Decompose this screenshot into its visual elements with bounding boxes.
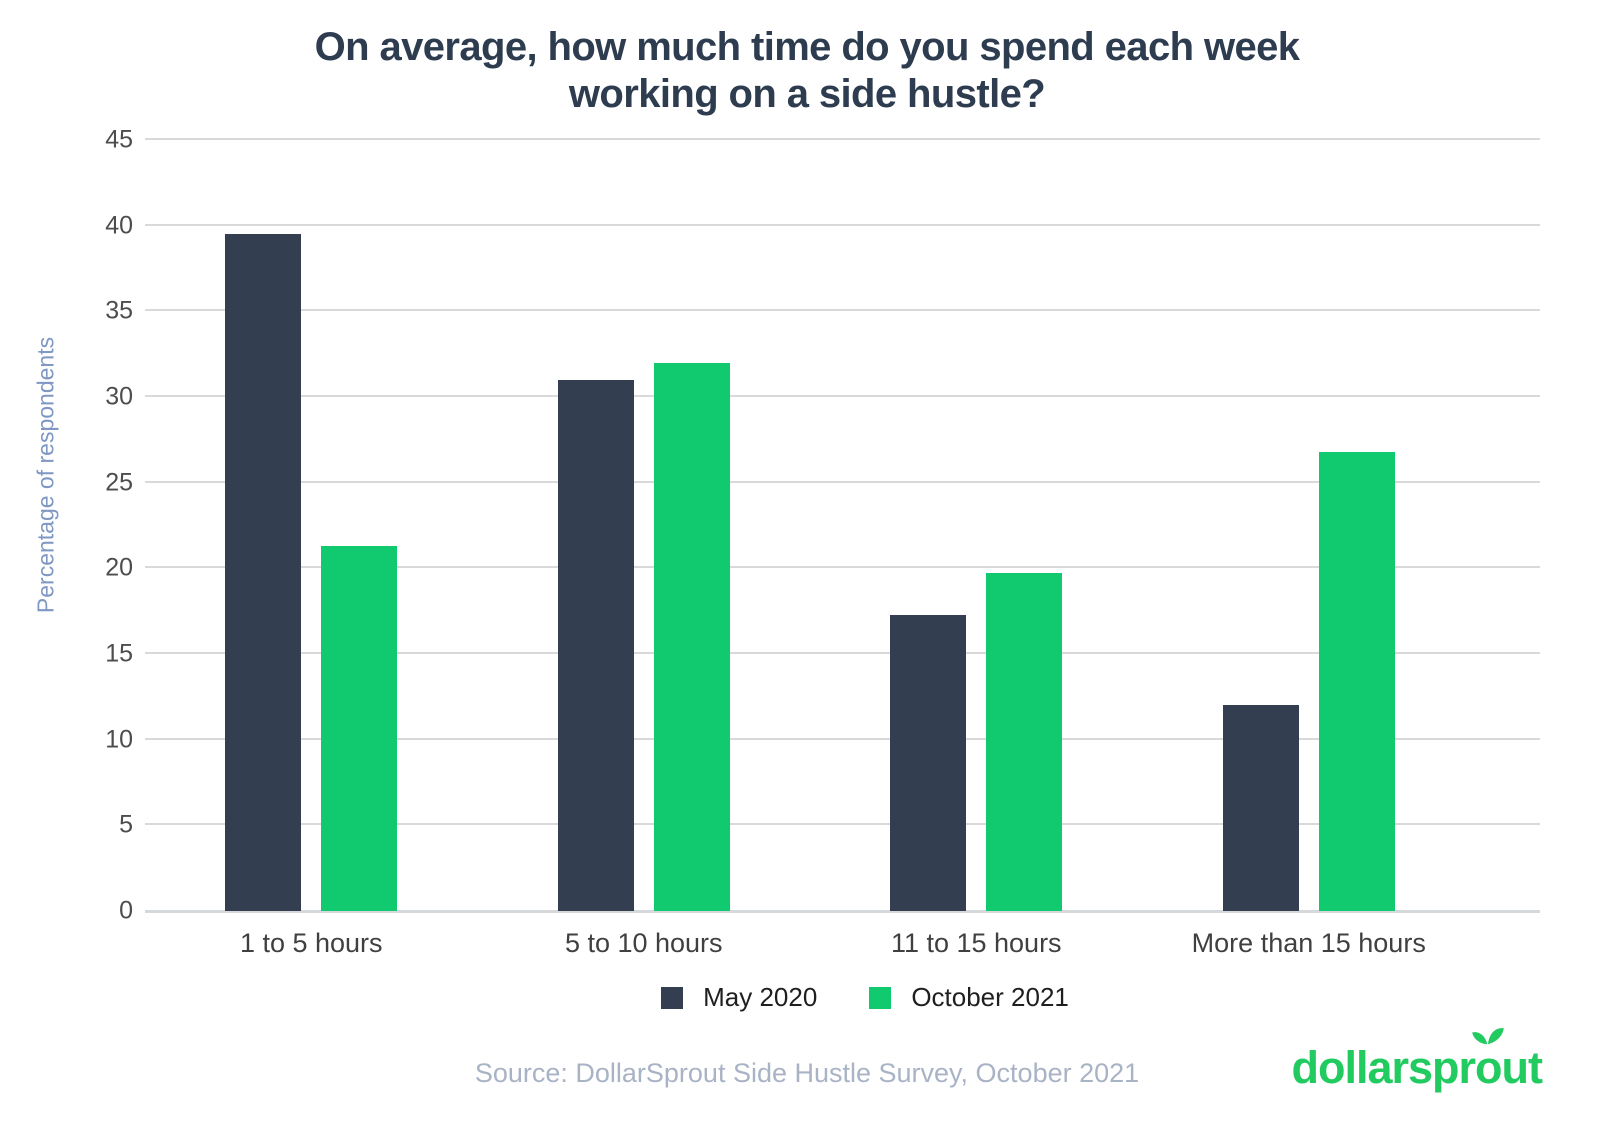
bar-group-2	[478, 140, 811, 911]
gridline-15	[145, 652, 1540, 655]
bar-may-2020-4	[1222, 705, 1299, 911]
y-tick-label-25: 25	[105, 468, 133, 497]
bar-may-2020-2	[557, 379, 634, 911]
legend-swatch-may-2020	[661, 986, 684, 1009]
logo-text-o: o	[1475, 1042, 1502, 1093]
x-axis-label-1: 1 to 5 hours	[239, 928, 383, 958]
gridline-45	[145, 138, 1540, 140]
sprout-icon	[1472, 1028, 1505, 1045]
legend-label-october-2021: October 2021	[911, 982, 1069, 1012]
bar-may-2020-3	[890, 614, 967, 911]
x-axis-label-4: More than 15 hours	[1191, 928, 1426, 958]
x-axis-baseline	[145, 910, 1540, 913]
y-tick-label-30: 30	[105, 382, 133, 411]
gridline-25	[145, 480, 1540, 483]
bar-october-2021-2	[653, 362, 730, 911]
dollarsprout-logo: dollarspr out	[1291, 1028, 1543, 1094]
legend-swatch-october-2021	[869, 986, 892, 1009]
gridline-30	[145, 395, 1540, 398]
gridline-35	[145, 309, 1540, 312]
bar-group-3	[810, 140, 1143, 911]
bar-october-2021-4	[1318, 451, 1395, 911]
logo-letter-o: o	[1472, 1028, 1505, 1094]
chart-title-line2: working on a side hustle?	[568, 72, 1046, 116]
bar-october-2021-3	[986, 573, 1063, 911]
x-axis-label-3: 11 to 15 hours	[890, 928, 1062, 958]
legend: May 2020 October 2021	[58, 982, 1614, 1013]
chart-title-line1: On average, how much time do you spend e…	[314, 25, 1300, 69]
y-tick-label-45: 45	[105, 125, 133, 154]
logo-text-pre: dollarspr	[1291, 1042, 1476, 1093]
bar-group-4	[1143, 140, 1476, 911]
chart-title: On average, how much time do you spend e…	[0, 24, 1614, 118]
bar-may-2020-1	[225, 234, 302, 911]
gridline-20	[145, 566, 1540, 569]
bar-october-2021-1	[321, 546, 398, 911]
gridline-5	[145, 823, 1540, 826]
logo-text-post: ut	[1501, 1042, 1543, 1093]
y-tick-label-35: 35	[105, 296, 133, 325]
y-tick-label-0: 0	[119, 896, 133, 925]
plot-area	[145, 138, 1540, 913]
y-tick-label-5: 5	[119, 810, 133, 839]
y-tick-labels: 0 5 10 15 20 25 30 35 40 45	[0, 126, 133, 925]
legend-label-may-2020: May 2020	[703, 982, 818, 1012]
source-text: Source: DollarSprout Side Hustle Survey,…	[474, 1058, 1140, 1088]
bar-group-1	[145, 140, 478, 911]
gridline-10	[145, 737, 1540, 740]
y-tick-label-40: 40	[105, 211, 133, 240]
x-axis-label-2: 5 to 10 hours	[564, 928, 723, 958]
gridline-40	[145, 223, 1540, 226]
bar-groups	[145, 140, 1475, 911]
y-tick-label-20: 20	[105, 553, 133, 582]
y-tick-label-15: 15	[105, 639, 133, 668]
x-axis-labels: 1 to 5 hours 5 to 10 hours 11 to 15 hours M…	[145, 928, 1475, 959]
legend-item-may-2020: May 2020	[661, 982, 817, 1013]
y-tick-label-10: 10	[105, 725, 133, 754]
legend-item-october-2021: October 2021	[869, 982, 1069, 1013]
